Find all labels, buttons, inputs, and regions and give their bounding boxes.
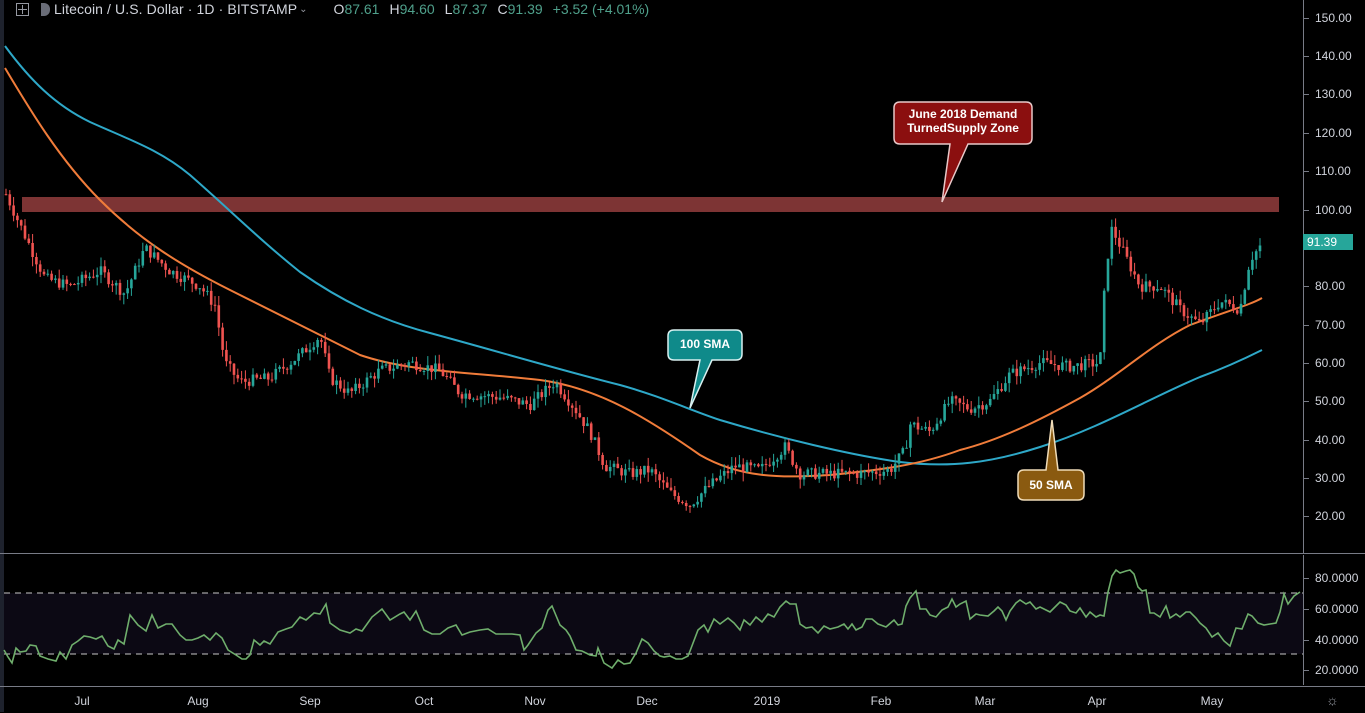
current-price-label: 91.39 <box>1303 234 1353 250</box>
left-toolbar-edge <box>0 0 4 712</box>
time-label: Dec <box>636 694 658 708</box>
high-value: 94.60 <box>399 1 435 17</box>
price-tick: 50.00 <box>1304 394 1345 408</box>
price-tick: 80.00 <box>1304 279 1345 293</box>
time-label: Feb <box>870 694 892 708</box>
open-label: O <box>333 1 345 17</box>
pane-separator[interactable] <box>0 553 1365 554</box>
price-tick: 120.00 <box>1304 126 1352 140</box>
open-value: 87.61 <box>344 1 380 17</box>
sma50-line <box>4 67 1263 478</box>
price-tick: 40.00 <box>1304 433 1345 447</box>
rsi-tick: 40.0000 <box>1304 633 1358 647</box>
settings-gear-icon[interactable]: ☼ <box>1326 692 1339 708</box>
sma100-callout-text: 100 SMA <box>679 337 731 351</box>
time-label: Jul <box>74 694 90 708</box>
sma50-callout-text: 50 SMA <box>1029 478 1073 492</box>
ohlc-values: O87.61 H94.60 L87.37 C91.39 +3.52 (+4.01… <box>334 1 650 17</box>
expand-icon[interactable] <box>16 2 29 16</box>
time-label: 2019 <box>753 694 781 708</box>
price-axis[interactable]: 150.00 140.00 130.00 120.00 110.00 100.0… <box>1303 0 1365 553</box>
price-tick: 100.00 <box>1304 203 1352 217</box>
price-tick: 130.00 <box>1304 87 1352 101</box>
change-value: +3.52 (+4.01%) <box>552 1 650 17</box>
rsi-tick: 60.0000 <box>1304 602 1358 616</box>
rsi-line <box>3 568 1301 670</box>
rsi-tick: 80.0000 <box>1304 571 1358 585</box>
high-label: H <box>389 1 400 17</box>
low-value: 87.37 <box>452 1 488 17</box>
rsi-axis[interactable]: 80.0000 60.0000 40.0000 20.0000 <box>1303 555 1365 685</box>
supply-zone <box>22 197 1279 212</box>
time-label: May <box>1200 694 1224 708</box>
time-label: Apr <box>1087 694 1107 708</box>
low-label: L <box>444 1 453 17</box>
price-tick: 20.00 <box>1304 509 1345 523</box>
time-label: Sep <box>299 694 321 708</box>
supply-zone-callout-text: June 2018 Demand TurnedSupply Zone <box>907 107 1019 135</box>
price-tick: 70.00 <box>1304 318 1345 332</box>
time-axis[interactable]: Jul Aug Sep Oct Nov Dec 2019 Feb Mar Apr… <box>0 686 1365 713</box>
chevron-down-icon[interactable]: ⌄ <box>299 3 308 15</box>
symbol-title[interactable]: Litecoin / U.S. Dollar · 1D · BITSTAMP <box>54 1 298 17</box>
time-label: Oct <box>414 694 434 708</box>
price-tick: 110.00 <box>1304 164 1351 178</box>
close-value: 91.39 <box>507 1 543 17</box>
price-chart-canvas[interactable] <box>0 0 1303 686</box>
symbol-flag-icon <box>41 2 50 16</box>
price-tick: 150.00 <box>1304 11 1352 25</box>
price-tick: 30.00 <box>1304 471 1345 485</box>
chart-header: Litecoin / U.S. Dollar · 1D · BITSTAMP ⌄… <box>0 0 1300 18</box>
time-label: Aug <box>187 694 209 708</box>
time-label: Nov <box>524 694 546 708</box>
rsi-band <box>4 593 1303 654</box>
candlesticks <box>4 188 1262 513</box>
close-label: C <box>497 1 508 17</box>
time-label: Mar <box>974 694 996 708</box>
price-tick: 140.00 <box>1304 49 1352 63</box>
rsi-tick: 20.0000 <box>1304 663 1358 677</box>
price-tick: 60.00 <box>1304 356 1345 370</box>
